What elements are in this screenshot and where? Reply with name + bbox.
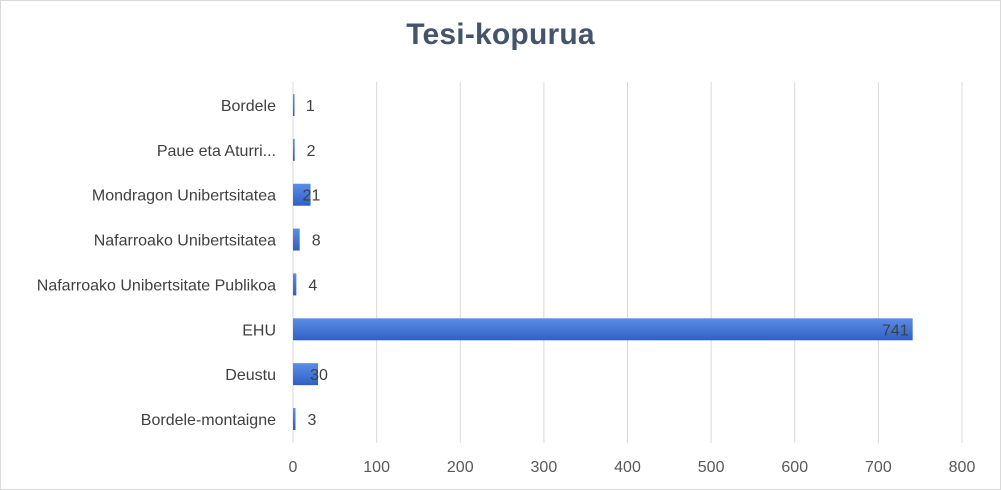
bar-4 <box>293 273 297 296</box>
category-label-6: Deustu <box>225 367 276 384</box>
grid-lines <box>292 82 963 443</box>
data-label-3: 8 <box>312 233 321 250</box>
data-label-6: 30 <box>310 367 328 384</box>
bar-0 <box>293 94 295 116</box>
category-label-0: Bordele <box>221 98 276 115</box>
category-label-3: Nafarroako Unibertsitatea <box>94 233 276 250</box>
bar-7 <box>293 408 296 431</box>
data-label-7: 3 <box>308 412 317 429</box>
data-label-4: 4 <box>308 277 317 294</box>
category-label-1: Paue eta Aturri... <box>157 143 276 160</box>
x-tick-label-500: 500 <box>698 459 725 476</box>
data-label-5: 741 <box>882 322 909 339</box>
x-tick-label-0: 0 <box>289 459 298 476</box>
chart-title: Tesi-kopurua <box>406 18 595 51</box>
data-label-0: 1 <box>306 98 315 115</box>
labels: 0 100 200 300 400 500 600 700 800 Bordele 1 Paue et… <box>37 98 976 476</box>
category-label-5: EHU <box>242 322 276 339</box>
x-tick-label-800: 800 <box>949 459 976 476</box>
x-tick-label-200: 200 <box>447 459 474 476</box>
x-tick-label-100: 100 <box>363 459 390 476</box>
bar-6 <box>293 363 319 386</box>
x-tick-label-300: 300 <box>531 459 558 476</box>
x-tick-label-400: 400 <box>614 459 641 476</box>
category-label-7: Bordele-montaigne <box>141 412 276 429</box>
x-tick-label-600: 600 <box>781 459 808 476</box>
bar-2 <box>293 183 311 206</box>
x-tick-label-700: 700 <box>865 459 892 476</box>
data-label-2: 21 <box>303 188 321 205</box>
category-label-4: Nafarroako Unibertsitate Publikoa <box>37 277 276 294</box>
bar-5 <box>293 318 913 341</box>
bar-3 <box>293 228 300 251</box>
bars <box>293 94 913 431</box>
data-label-1: 2 <box>307 143 316 160</box>
category-label-2: Mondragon Unibertsitatea <box>92 188 276 205</box>
bar-1 <box>293 138 295 161</box>
